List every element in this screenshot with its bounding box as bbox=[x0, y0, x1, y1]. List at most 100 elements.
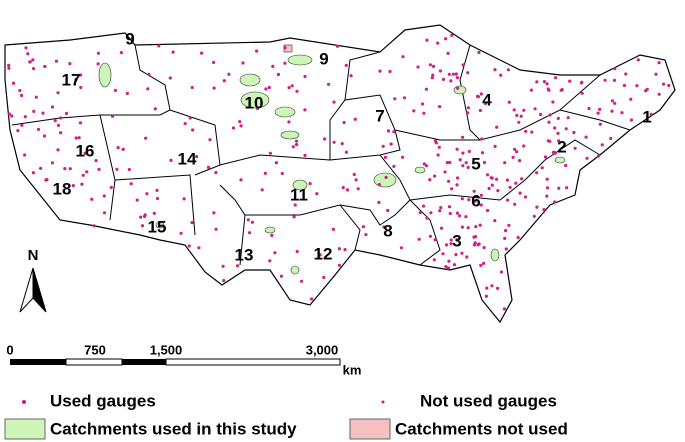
used-gauge bbox=[596, 111, 600, 115]
used-gauge bbox=[522, 108, 526, 112]
used-gauge bbox=[454, 253, 458, 257]
gauges bbox=[7, 33, 671, 311]
used-gauge bbox=[273, 251, 277, 255]
not-used-gauge bbox=[518, 159, 522, 163]
not-used-gauge bbox=[287, 86, 291, 90]
scale-seg bbox=[165, 358, 341, 366]
used-gauge bbox=[446, 51, 450, 56]
used-gauge bbox=[155, 188, 159, 192]
used-gauge bbox=[585, 156, 589, 160]
used-gauge bbox=[353, 117, 357, 121]
used-gauge bbox=[548, 113, 552, 117]
used-gauge bbox=[68, 167, 72, 171]
used-gauge bbox=[274, 161, 278, 165]
used-gauge bbox=[523, 195, 528, 199]
used-gauge bbox=[79, 85, 83, 90]
not-used-gauge bbox=[190, 221, 194, 225]
used-gauge bbox=[335, 44, 340, 48]
used-gauge bbox=[212, 86, 216, 90]
used-gauge bbox=[115, 167, 119, 171]
used-gauge bbox=[153, 107, 157, 111]
used-gauge bbox=[422, 204, 426, 208]
used-gauge bbox=[157, 44, 161, 48]
used-gauge bbox=[446, 266, 450, 270]
used-gauge bbox=[247, 231, 252, 235]
used-gauge bbox=[596, 154, 601, 158]
used-gauge bbox=[139, 215, 143, 219]
used-gauge bbox=[610, 99, 615, 103]
used-gauge bbox=[68, 62, 72, 66]
used-gauge bbox=[535, 205, 539, 209]
used-gauge bbox=[354, 178, 358, 182]
not-used-gauge bbox=[455, 238, 459, 242]
used-gauge bbox=[188, 116, 192, 120]
arrow-right bbox=[32, 267, 47, 313]
used-gauge bbox=[381, 144, 385, 148]
used-gauge bbox=[146, 87, 150, 91]
region-label: 11 bbox=[290, 185, 308, 204]
used-gauge bbox=[464, 161, 468, 165]
catchments bbox=[98, 44, 566, 275]
used-gauge bbox=[457, 214, 462, 218]
used-gauge bbox=[566, 116, 570, 120]
used-gauge bbox=[478, 223, 482, 227]
used-gauge bbox=[420, 102, 425, 106]
used-gauge bbox=[417, 237, 421, 241]
used-gauge bbox=[540, 166, 544, 170]
used-gauge bbox=[545, 194, 549, 198]
used-gauge bbox=[231, 126, 236, 130]
not-used-gauge bbox=[291, 145, 295, 149]
used-gauge bbox=[294, 139, 299, 143]
used-gauge bbox=[489, 176, 493, 180]
used-gauge bbox=[503, 161, 507, 165]
used-gauge bbox=[83, 151, 87, 156]
used-gauge bbox=[513, 202, 517, 206]
used-gauge bbox=[428, 178, 432, 182]
used-gauge bbox=[516, 236, 520, 240]
used-gauge bbox=[152, 211, 156, 215]
used-gauge bbox=[79, 73, 83, 77]
used-gauge bbox=[383, 155, 387, 159]
region-label: 9 bbox=[125, 29, 134, 48]
legend-label: Used gauges bbox=[50, 391, 156, 410]
used-gauge bbox=[552, 150, 557, 154]
used-gauge bbox=[119, 51, 123, 55]
used-gauge bbox=[382, 225, 386, 229]
used-gauge bbox=[36, 127, 41, 131]
legend-green-box bbox=[4, 418, 46, 440]
used-gauge bbox=[448, 160, 452, 165]
used-gauge bbox=[441, 252, 445, 256]
used-gauge bbox=[399, 246, 403, 250]
used-gauge bbox=[200, 51, 204, 55]
used-gauge bbox=[78, 121, 82, 125]
used-gauge bbox=[377, 183, 381, 187]
region-label: 5 bbox=[471, 154, 480, 173]
used-gauge bbox=[191, 128, 195, 132]
catchment bbox=[453, 85, 467, 95]
not-used-gauge bbox=[477, 50, 481, 55]
used-gauge bbox=[50, 161, 55, 165]
used-gauge bbox=[424, 164, 429, 168]
used-gauge bbox=[206, 165, 211, 169]
used-gauge bbox=[121, 147, 125, 151]
used-gauge bbox=[554, 76, 558, 80]
used-gauge bbox=[337, 263, 341, 267]
not-used-gauge bbox=[649, 112, 653, 116]
used-gauge bbox=[34, 95, 38, 99]
used-gauge bbox=[323, 137, 327, 141]
catchment bbox=[280, 130, 300, 140]
used-gauge bbox=[580, 91, 584, 95]
used-gauge bbox=[23, 153, 27, 157]
used-gauge bbox=[110, 114, 115, 118]
used-gauge bbox=[96, 62, 100, 66]
used-gauge bbox=[18, 88, 22, 93]
used-gauge bbox=[344, 150, 348, 154]
used-gauge bbox=[598, 122, 602, 126]
catchment bbox=[290, 265, 300, 275]
used-gauge bbox=[221, 264, 225, 268]
region-label: 3 bbox=[452, 231, 461, 250]
used-gauge bbox=[467, 149, 471, 153]
used-gauge bbox=[322, 275, 326, 280]
not-used-gauge bbox=[340, 142, 344, 146]
